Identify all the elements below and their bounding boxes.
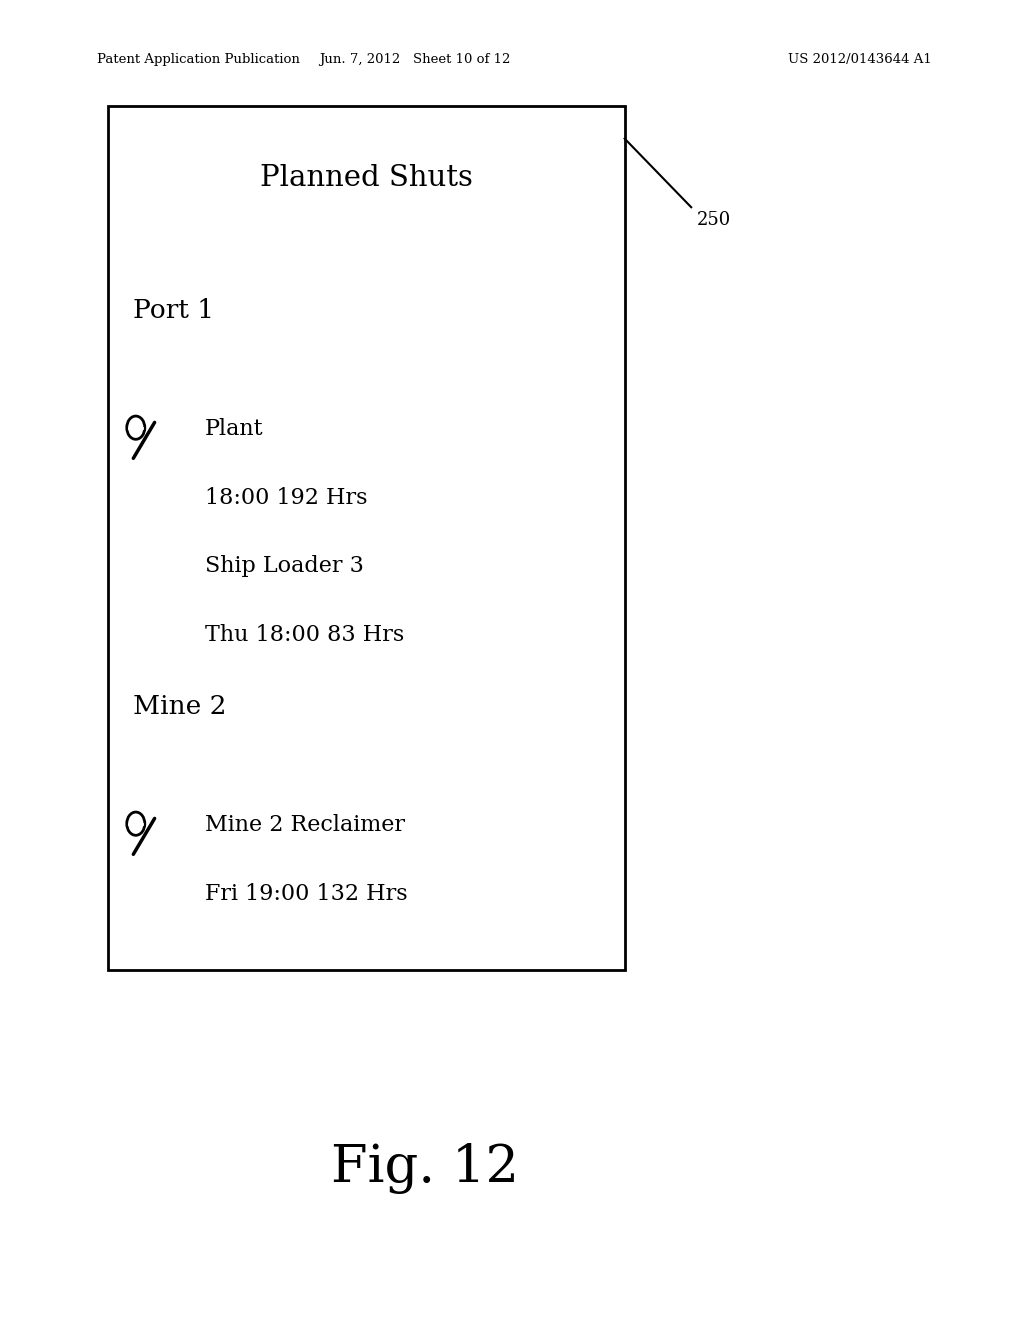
Text: Ship Loader 3: Ship Loader 3 bbox=[205, 556, 364, 577]
Text: 18:00 192 Hrs: 18:00 192 Hrs bbox=[205, 487, 368, 508]
Text: Thu 18:00 83 Hrs: Thu 18:00 83 Hrs bbox=[205, 624, 404, 645]
Text: Jun. 7, 2012   Sheet 10 of 12: Jun. 7, 2012 Sheet 10 of 12 bbox=[319, 53, 510, 66]
Bar bbox=[108, 106, 625, 970]
Text: Planned Shuts: Planned Shuts bbox=[260, 164, 472, 193]
Text: 250: 250 bbox=[696, 211, 730, 230]
Text: Patent Application Publication: Patent Application Publication bbox=[97, 53, 300, 66]
Text: Port 1: Port 1 bbox=[133, 298, 214, 322]
Text: Mine 2 Reclaimer: Mine 2 Reclaimer bbox=[205, 814, 404, 836]
Text: US 2012/0143644 A1: US 2012/0143644 A1 bbox=[788, 53, 932, 66]
Text: Mine 2: Mine 2 bbox=[133, 694, 226, 718]
Text: Plant: Plant bbox=[205, 418, 263, 440]
Text: Fig. 12: Fig. 12 bbox=[331, 1143, 519, 1193]
Text: Fri 19:00 132 Hrs: Fri 19:00 132 Hrs bbox=[205, 883, 408, 904]
